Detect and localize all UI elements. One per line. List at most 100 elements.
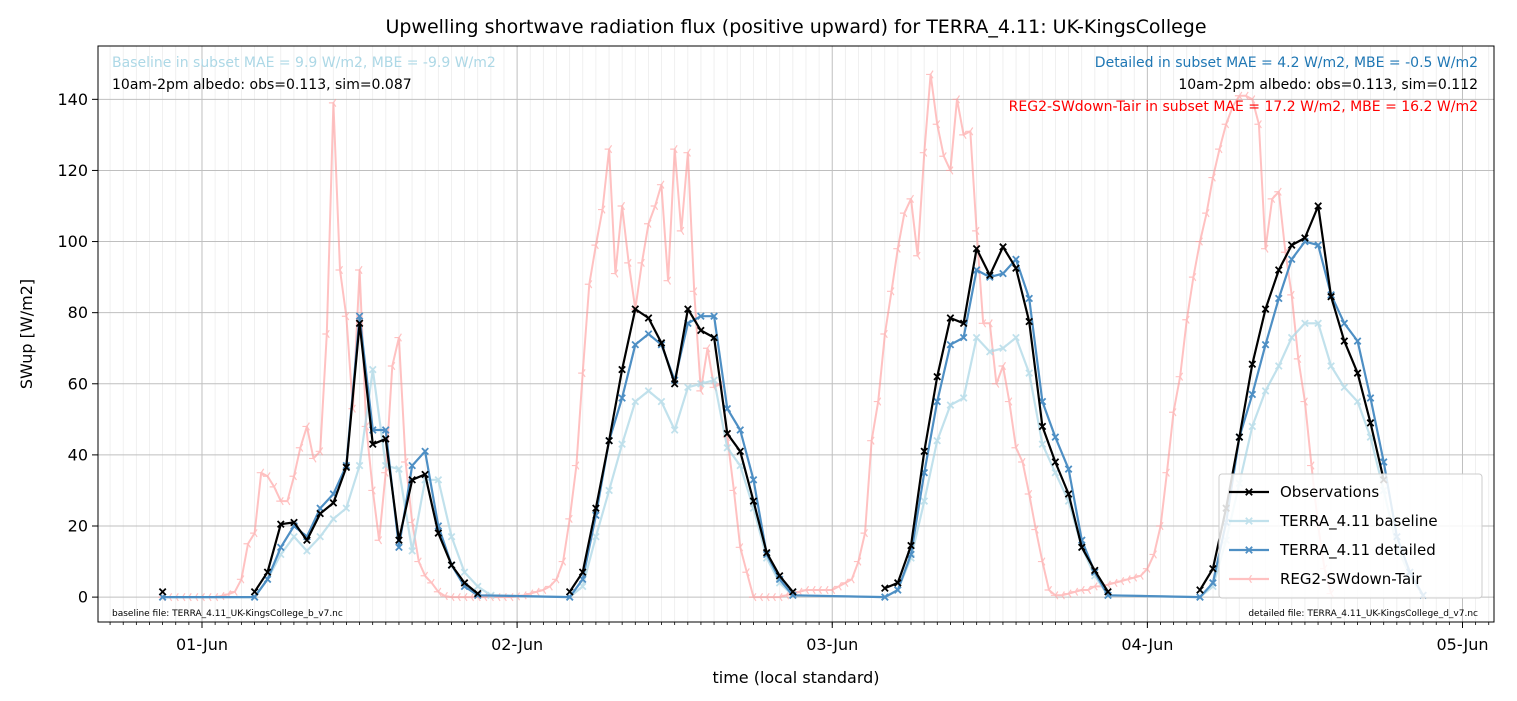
- data-point: [395, 465, 403, 473]
- data-point: [276, 543, 285, 552]
- data-point: [1116, 576, 1125, 586]
- data-point: [742, 568, 750, 577]
- data-point: [644, 330, 653, 338]
- data-point: [808, 585, 816, 595]
- data-point: [1245, 488, 1253, 496]
- data-point: [939, 152, 947, 161]
- data-point: [999, 269, 1007, 278]
- data-point: [755, 592, 764, 602]
- data-point: [1064, 589, 1072, 598]
- data-point: [1248, 390, 1257, 399]
- series-line: [884, 245, 1109, 593]
- x-axis-label: time (local standard): [712, 668, 879, 687]
- data-point: [768, 592, 776, 602]
- data-point: [933, 372, 942, 381]
- x-tick-label: 03-Jun: [806, 635, 858, 654]
- legend-swatch: [1229, 517, 1269, 525]
- data-point: [459, 592, 468, 602]
- data-point: [663, 276, 672, 285]
- data-point: [631, 305, 640, 313]
- data-point: [618, 394, 626, 402]
- data-point: [342, 504, 351, 513]
- data-point: [250, 528, 258, 538]
- data-point: [1301, 234, 1309, 242]
- data-point: [696, 312, 705, 321]
- data-point: [578, 582, 587, 591]
- data-point: [684, 305, 692, 313]
- data-point: [1162, 468, 1170, 477]
- data-point: [735, 543, 744, 552]
- data-point: [880, 329, 888, 339]
- data-point: [1038, 440, 1047, 449]
- data-point: [656, 180, 665, 189]
- data-point: [532, 587, 540, 596]
- data-point: [972, 244, 981, 253]
- data-point: [230, 587, 238, 596]
- data-point: [1241, 91, 1249, 100]
- data-point: [552, 575, 560, 584]
- data-point: [395, 536, 403, 545]
- data-point: [906, 194, 914, 204]
- data-point: [670, 144, 678, 154]
- legend-label: Observations: [1280, 483, 1379, 501]
- data-point: [762, 592, 770, 602]
- data-point: [1037, 557, 1046, 566]
- data-point: [1353, 337, 1362, 345]
- data-point: [1314, 319, 1322, 328]
- y-tick-label: 120: [57, 161, 88, 180]
- data-point: [1234, 91, 1243, 100]
- legend-swatch: [1229, 546, 1269, 554]
- data-point: [1025, 317, 1034, 326]
- data-point: [355, 319, 364, 328]
- data-point: [893, 586, 902, 594]
- data-point: [834, 582, 842, 591]
- data-point: [263, 568, 272, 577]
- data-point: [263, 472, 271, 481]
- data-point: [1340, 337, 1349, 345]
- data-point: [414, 557, 422, 566]
- data-point: [881, 593, 889, 601]
- data-point: [368, 440, 377, 449]
- data-point: [1235, 433, 1244, 441]
- data-point: [650, 201, 659, 211]
- data-point: [618, 440, 626, 449]
- data-point: [696, 326, 705, 335]
- data-point: [1202, 208, 1210, 218]
- data-point: [282, 496, 291, 506]
- data-point: [920, 447, 929, 456]
- data-point: [381, 435, 390, 443]
- data-point: [269, 482, 278, 492]
- data-point: [926, 70, 934, 79]
- data-point: [999, 344, 1007, 353]
- data-point: [1012, 333, 1020, 342]
- data-point: [624, 258, 632, 268]
- series-line: [162, 322, 1425, 599]
- data-point: [290, 518, 298, 527]
- data-point: [335, 265, 343, 275]
- data-point: [1195, 237, 1203, 246]
- data-point: [696, 386, 704, 396]
- data-point: [821, 585, 829, 595]
- data-point: [710, 333, 718, 342]
- series-terra-4-11-detailed: [158, 237, 1427, 601]
- y-tick-label: 80: [68, 303, 88, 322]
- data-point: [1004, 397, 1013, 406]
- data-point: [1175, 372, 1184, 381]
- data-point: [1012, 255, 1020, 264]
- y-axis-label: SWup [W/m2]: [17, 279, 36, 389]
- data-point: [710, 312, 718, 321]
- data-point: [290, 532, 298, 541]
- data-point: [1050, 591, 1059, 600]
- data-point: [1129, 573, 1138, 582]
- data-point: [434, 475, 443, 484]
- data-point: [1064, 490, 1073, 498]
- data-point: [243, 539, 251, 548]
- data-point: [1011, 443, 1019, 452]
- data-point: [1149, 550, 1157, 559]
- data-point: [303, 536, 311, 545]
- data-point: [1169, 408, 1177, 417]
- data-point: [368, 365, 377, 374]
- data-point: [644, 387, 653, 395]
- data-point: [985, 273, 994, 281]
- x-tick-label: 04-Jun: [1121, 635, 1173, 654]
